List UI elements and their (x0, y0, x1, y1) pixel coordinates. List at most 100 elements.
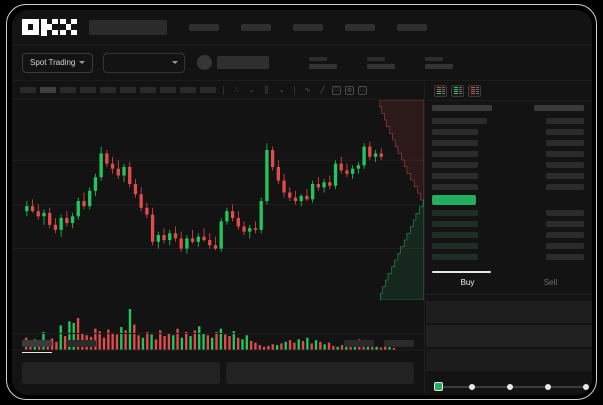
candle (299, 194, 303, 207)
volume-bar (288, 340, 292, 350)
orders-content-left[interactable] (22, 362, 220, 384)
tab-order-history[interactable] (66, 340, 96, 347)
timeframe-button-3[interactable] (60, 87, 76, 93)
orderbook-bid-total (546, 221, 584, 227)
volume-bar (223, 334, 227, 350)
orderbook-ask-row[interactable] (432, 129, 478, 135)
orderbook-bid-row[interactable] (432, 221, 478, 227)
slider-step-100[interactable] (583, 383, 589, 390)
orderbook-bid-total (546, 210, 584, 216)
volume-bar (68, 321, 71, 350)
volume-bar (72, 322, 75, 350)
amount-percent-slider[interactable] (434, 381, 589, 393)
orderbook-mode-both[interactable] (434, 84, 447, 97)
orderbook-ask-row[interactable] (432, 162, 478, 168)
ruler-icon[interactable]: ╱ (320, 86, 325, 94)
orders-tabs (12, 334, 424, 356)
device-frame: Spot Trading (6, 4, 597, 400)
indicators-icon[interactable]: ∴ (234, 86, 239, 94)
timeframe-button-4[interactable] (80, 87, 96, 93)
candle (88, 187, 92, 210)
candle (356, 161, 361, 174)
orderbook-ask-row[interactable] (432, 184, 478, 190)
nav-item-assets[interactable] (345, 23, 375, 31)
slider-step-25[interactable] (469, 383, 475, 390)
orderbook-mode-asks[interactable] (468, 84, 481, 97)
candle (270, 146, 275, 171)
candle (179, 231, 183, 252)
top-navigation-bar (12, 10, 592, 45)
candle (53, 218, 58, 234)
candle (310, 180, 315, 203)
candle (373, 150, 378, 162)
order-amount-field[interactable] (426, 325, 592, 347)
chevron-down-icon (172, 61, 179, 64)
orderbook-ask-total (546, 173, 584, 179)
okx-logo[interactable] (22, 18, 77, 36)
app-screen: Spot Trading (12, 10, 592, 395)
candle (48, 207, 52, 229)
price-candlestick-chart[interactable] (12, 100, 424, 300)
orders-filter-button[interactable] (344, 340, 374, 347)
candle (322, 178, 326, 193)
candle (293, 190, 298, 205)
slider-step-50[interactable] (507, 383, 513, 390)
chevron-down-icon-2[interactable]: ⌄ (278, 86, 285, 94)
volume-bar (163, 336, 166, 350)
search-input[interactable] (89, 19, 167, 35)
timeframe-button-10[interactable] (200, 87, 216, 93)
tab-buy[interactable]: Buy (426, 271, 509, 294)
pair-selector-dropdown[interactable] (103, 52, 186, 73)
slider-handle[interactable] (434, 382, 443, 391)
timeframe-button-5[interactable] (100, 87, 116, 93)
volume-bar (254, 342, 257, 350)
orderbook-rows[interactable] (426, 101, 592, 269)
orderbook-bid-row[interactable] (432, 232, 478, 238)
volume-bar (241, 339, 244, 350)
chart-type-icon[interactable]: ║ (264, 86, 269, 94)
candle (265, 143, 269, 205)
nav-item-earn[interactable] (293, 23, 323, 31)
line-wave-icon[interactable]: ∿ (304, 86, 311, 94)
volume-bar (284, 341, 287, 350)
nav-item-more[interactable] (397, 23, 427, 31)
order-total-field[interactable] (426, 349, 592, 371)
fullscreen-icon[interactable]: ⛶ (358, 85, 367, 95)
ticker-stat-24h-volume (425, 56, 454, 69)
timeframe-button-6[interactable] (120, 87, 136, 93)
orders-cancel-all-button[interactable] (384, 340, 414, 347)
tab-open-orders[interactable] (22, 340, 52, 354)
tab-sell[interactable]: Sell (543, 278, 558, 287)
settings-gear-icon[interactable]: ⚙ (345, 85, 354, 95)
volume-bar (180, 337, 184, 350)
timeframe-button-9[interactable] (180, 87, 196, 93)
timeframe-button-7[interactable] (140, 87, 156, 93)
camera-icon[interactable]: □ (332, 85, 341, 95)
slider-step-75[interactable] (545, 383, 551, 390)
orderbook-bid-row[interactable] (432, 210, 478, 216)
orderbook-ask-row[interactable] (432, 118, 487, 124)
depth-chart-overlay (379, 100, 424, 300)
timeframe-button-8[interactable] (160, 87, 176, 93)
orderbook-mode-bids[interactable] (451, 84, 464, 97)
orderbook-bid-row[interactable] (432, 254, 478, 260)
nav-item-markets[interactable] (241, 23, 271, 31)
orderbook-ask-row[interactable] (432, 140, 478, 146)
timeframe-button-2[interactable] (40, 87, 56, 93)
orders-content-right[interactable] (225, 362, 414, 384)
orderbook-bid-row[interactable] (432, 243, 478, 249)
candle (65, 211, 69, 227)
market-type-dropdown[interactable]: Spot Trading (22, 52, 94, 73)
orderbook-ask-row[interactable] (432, 151, 478, 157)
candle (59, 214, 63, 237)
nav-item-trade[interactable] (189, 23, 219, 31)
timeframe-button-1[interactable] (20, 87, 36, 93)
volume-bar (120, 327, 123, 350)
chevron-down-icon[interactable]: ⌄ (248, 86, 255, 94)
candle (196, 233, 200, 247)
orderbook-ask-row[interactable] (432, 173, 478, 179)
volume-bar (293, 342, 296, 350)
candle (36, 204, 40, 220)
order-price-field[interactable] (426, 301, 592, 323)
volume-bar (128, 309, 132, 350)
